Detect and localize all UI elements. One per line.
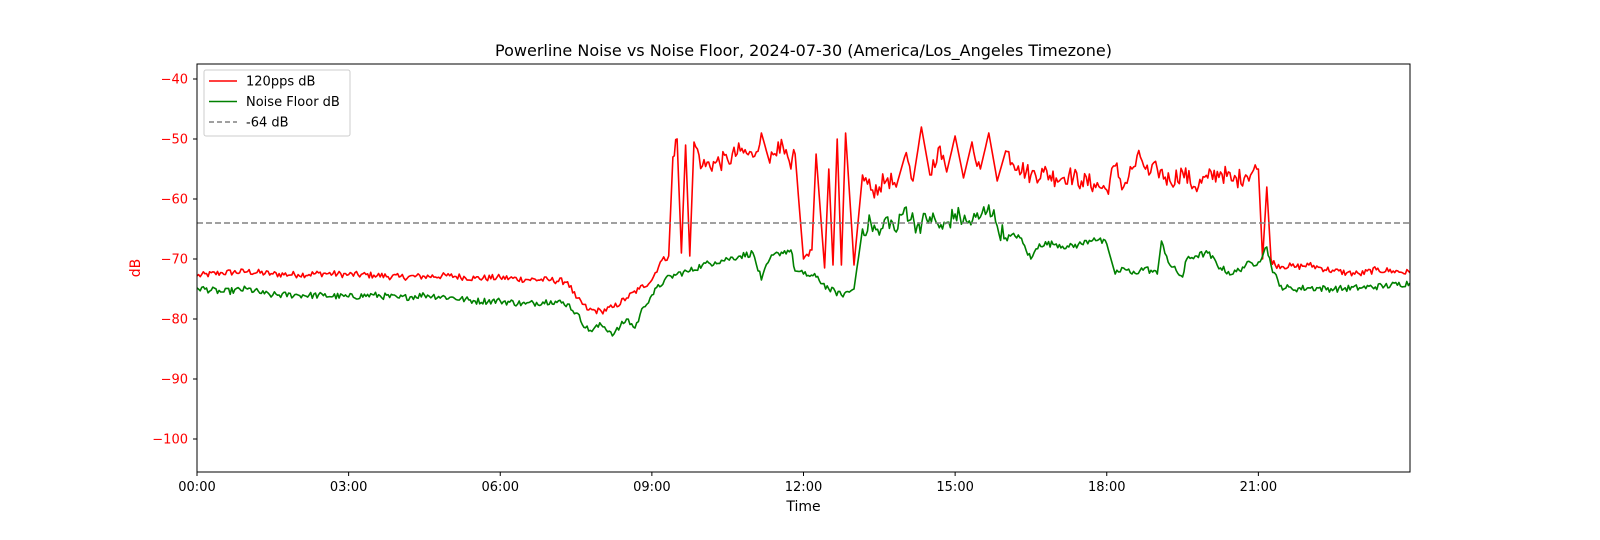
x-tick-label: 00:00 bbox=[178, 480, 215, 495]
x-tick-label: 06:00 bbox=[482, 480, 519, 495]
chart-title: Powerline Noise vs Noise Floor, 2024-07-… bbox=[495, 41, 1112, 61]
y-tick-label: −70 bbox=[161, 253, 188, 268]
x-tick-label: 18:00 bbox=[1088, 480, 1125, 495]
x-tick-label: 15:00 bbox=[936, 480, 973, 495]
x-tick-label: 03:00 bbox=[330, 480, 367, 495]
x-tick-label: 12:00 bbox=[785, 480, 822, 495]
x-tick-label: 21:00 bbox=[1240, 480, 1277, 495]
y-tick-label: −60 bbox=[161, 193, 188, 208]
x-axis: 00:00 03:00 06:00 09:00 12:00 15:00 18:00 21:00 bbox=[178, 472, 1277, 495]
legend-label: -64 dB bbox=[246, 116, 289, 131]
y-tick-label: −90 bbox=[161, 373, 188, 388]
plot-area bbox=[196, 126, 1411, 337]
y-tick-label: −50 bbox=[161, 133, 188, 148]
series-line-2 bbox=[196, 204, 1411, 337]
x-tick-label: 09:00 bbox=[633, 480, 670, 495]
y-axis: −40 −50 −60 −70 −80 −90 −100 bbox=[152, 73, 197, 448]
y-axis-label: dB bbox=[128, 259, 144, 278]
y-tick-label: −100 bbox=[152, 433, 188, 448]
legend-label: 120pps dB bbox=[246, 75, 315, 90]
series-line-1 bbox=[196, 126, 1411, 315]
y-tick-label: −80 bbox=[161, 313, 188, 328]
plot-frame bbox=[196, 63, 1411, 473]
legend-box bbox=[203, 69, 351, 137]
legend-label: Noise Floor dB bbox=[246, 95, 340, 110]
y-tick-label: −40 bbox=[161, 73, 188, 88]
legend: 120pps dB Noise Floor dB -64 dB bbox=[203, 69, 351, 137]
x-axis-label: Time bbox=[785, 499, 820, 515]
